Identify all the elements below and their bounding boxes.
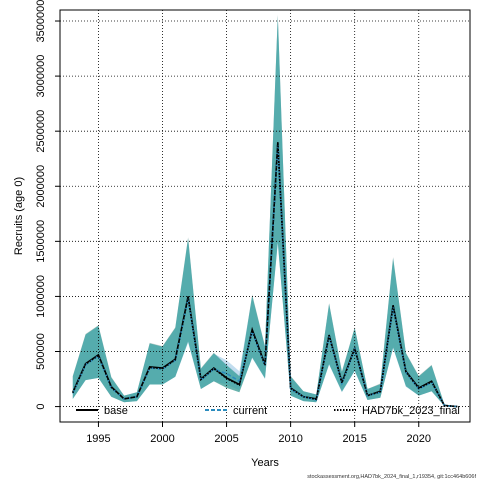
y-axis: 0 500000 1000000 1500000 2000000 2500000 30000… <box>35 0 61 410</box>
x-axis: 1995 2000 2005 2010 2015 2020 <box>86 421 431 445</box>
confidence-bands <box>72 14 458 407</box>
y-tick-label: 3000000 <box>35 55 47 98</box>
series-line-HAD7bk_2023_final <box>72 143 458 408</box>
x-tick-label: 1995 <box>86 433 110 445</box>
x-tick-label: 2000 <box>150 433 174 445</box>
series-lines <box>72 142 458 408</box>
y-tick-label: 500000 <box>35 333 47 370</box>
footer-text: stockassessment.org,HAD7bk_2024_final_1,… <box>307 474 476 480</box>
y-tick-label: 2500000 <box>35 110 47 153</box>
y-tick-label: 3500000 <box>35 0 47 42</box>
legend-label-HAD7bk_2023_final: HAD7bk_2023_final <box>362 405 460 417</box>
band-HAD7bk_2023_final <box>72 15 458 407</box>
legend: base current HAD7bk_2023_final <box>76 405 460 417</box>
x-tick-label: 2005 <box>214 433 238 445</box>
x-tick-label: 2010 <box>278 433 302 445</box>
legend-label-current: current <box>233 405 267 417</box>
y-axis-label: Recruits (age 0) <box>13 177 25 255</box>
legend-label-base: base <box>104 405 128 417</box>
y-tick-label: 1500000 <box>35 220 47 263</box>
x-tick-label: 2015 <box>342 433 366 445</box>
y-tick-label: 1000000 <box>35 275 47 318</box>
x-axis-label: Years <box>251 457 279 469</box>
x-tick-label: 2020 <box>407 433 431 445</box>
y-tick-label: 0 <box>35 404 47 410</box>
y-tick-label: 2000000 <box>35 165 47 208</box>
